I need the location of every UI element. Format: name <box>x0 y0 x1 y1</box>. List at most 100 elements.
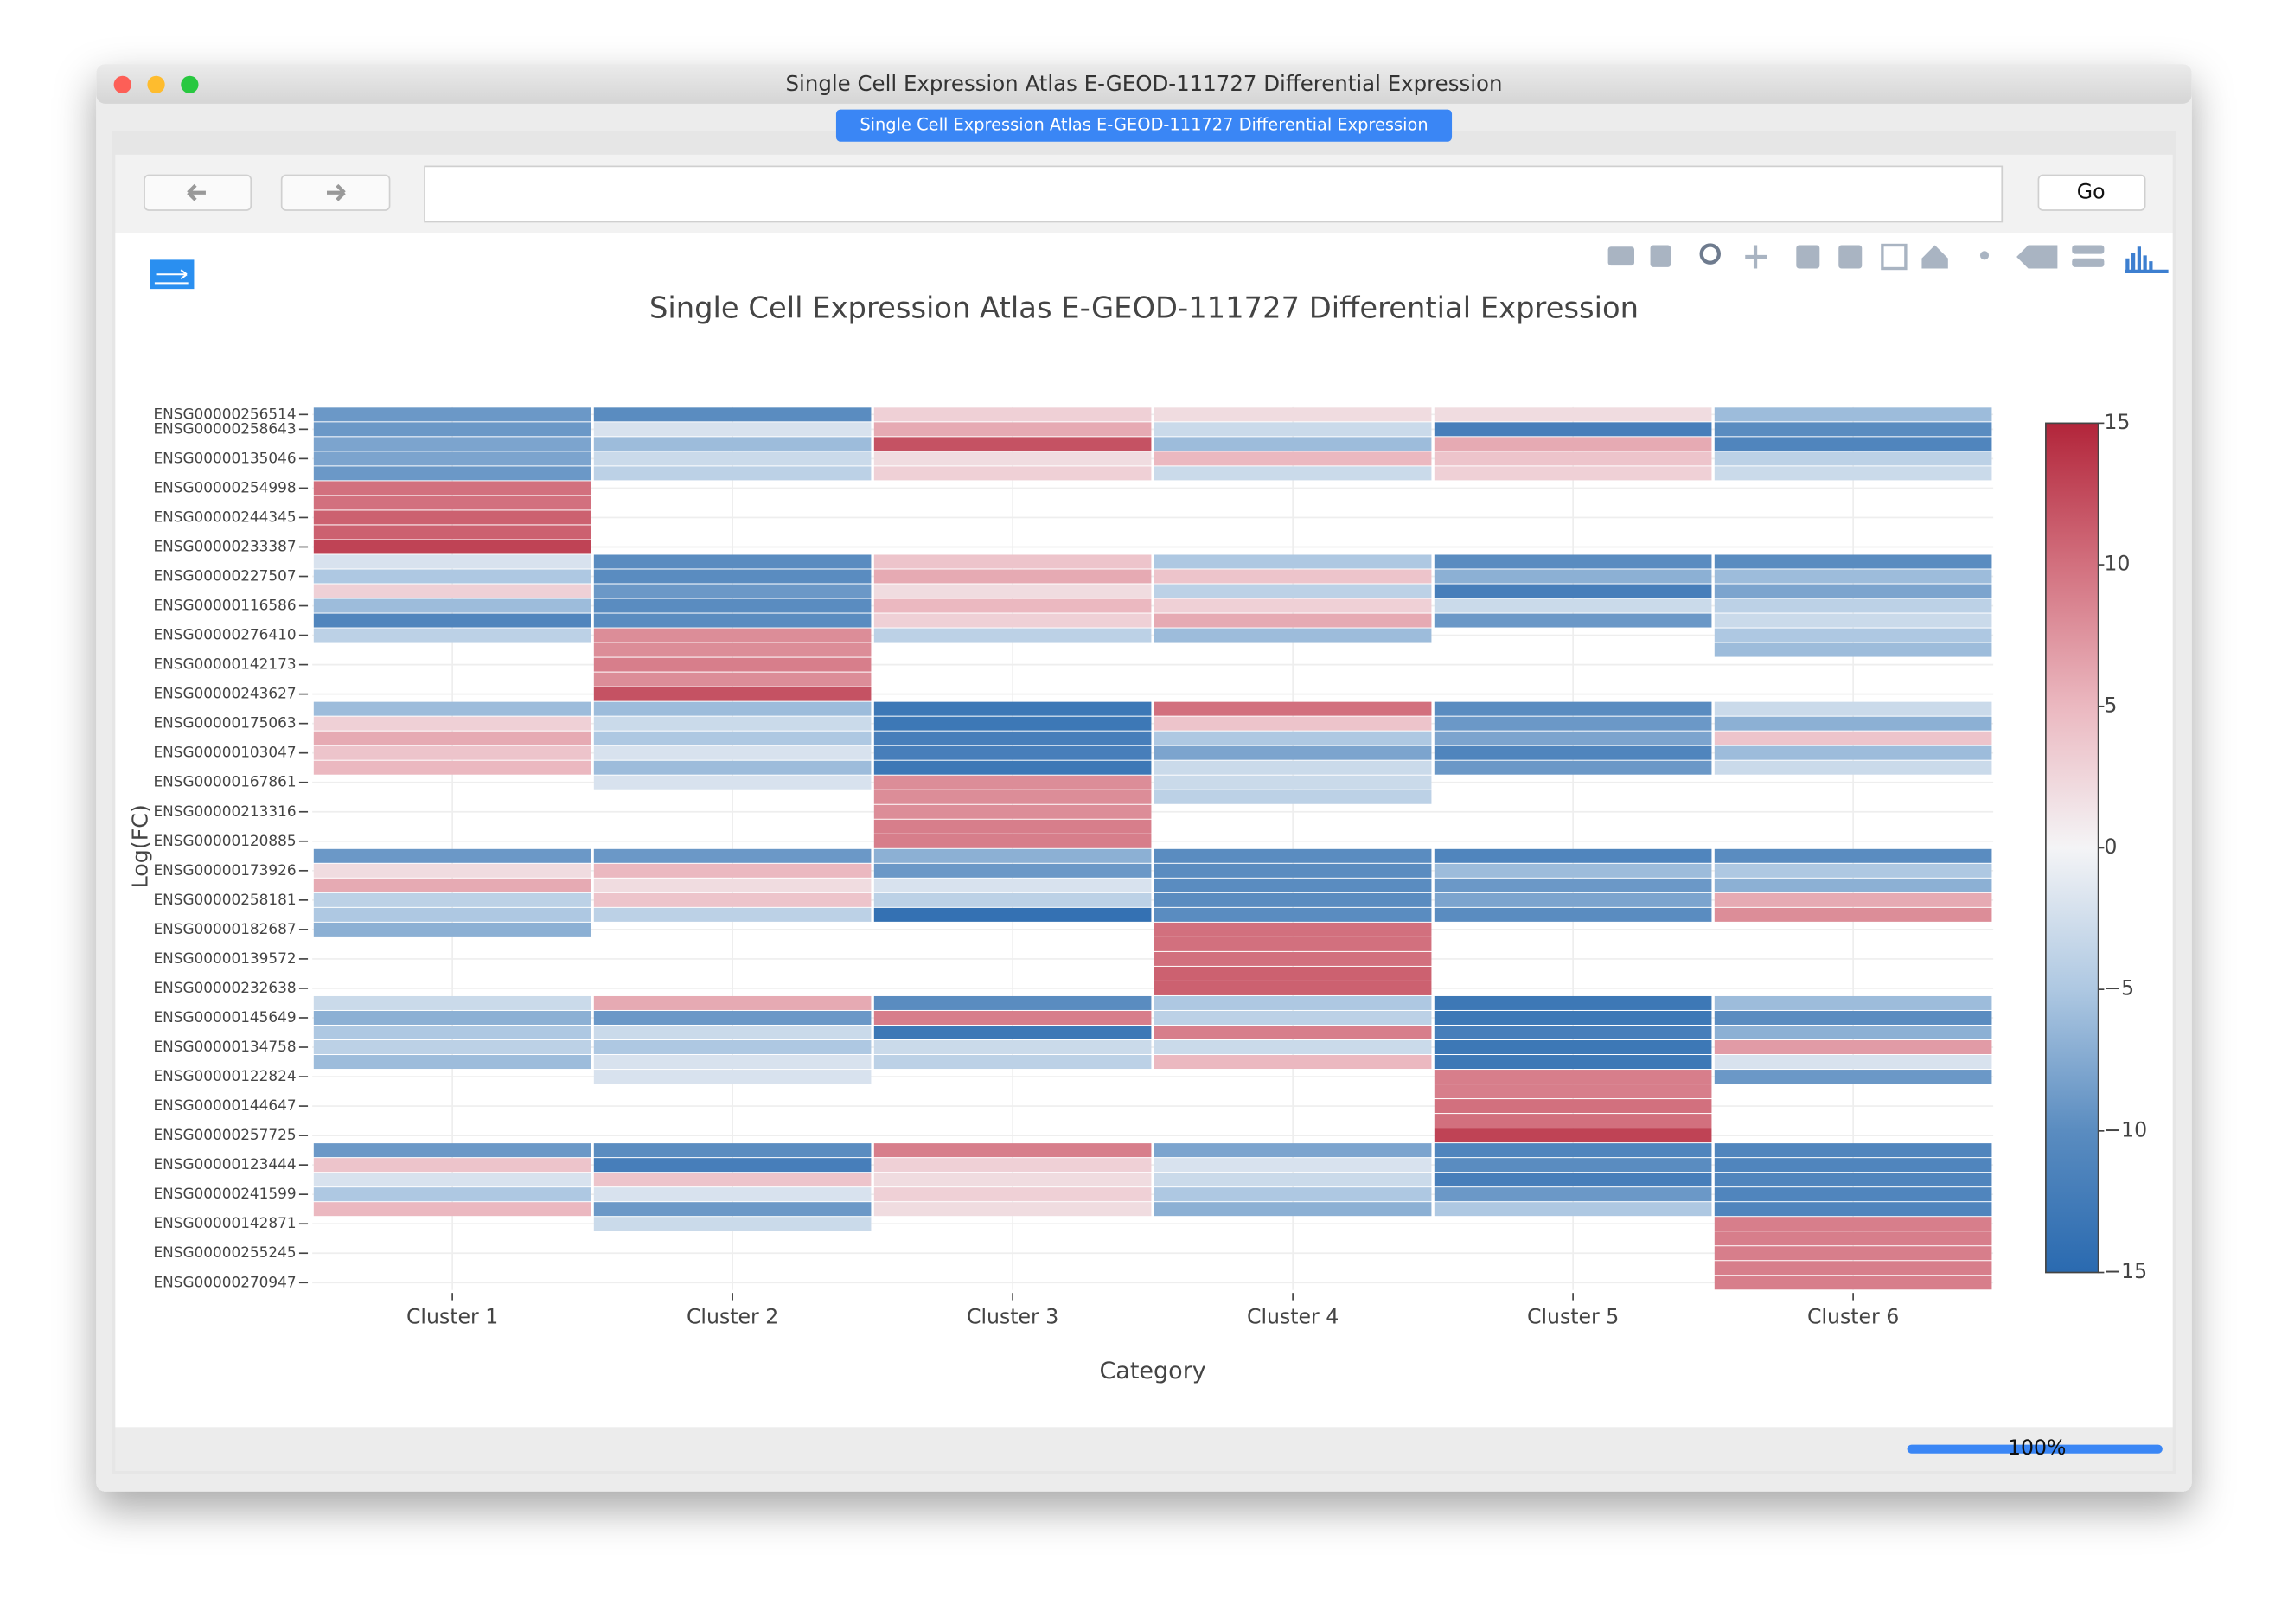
heatmap-cell <box>873 1143 1152 1158</box>
heatmap-cell <box>873 775 1152 790</box>
save-icon[interactable] <box>1650 245 1671 267</box>
heatmap-cell <box>1714 1187 1992 1202</box>
heatmap-cell <box>1714 422 1992 437</box>
heatmap-cell <box>593 657 872 672</box>
heatmap-cell <box>1714 1231 1992 1246</box>
x-tick-label: Cluster 1 <box>406 1304 498 1328</box>
heatmap-cell <box>593 569 872 584</box>
heatmap-cell <box>593 716 872 731</box>
heatmap-cell <box>313 496 591 510</box>
y-tick-label: ENSG00000123444 <box>154 1155 297 1173</box>
heatmap-cell <box>313 995 591 1010</box>
heatmap-cell <box>1714 466 1992 481</box>
heatmap-cell <box>1434 878 1712 892</box>
heatmap-cell <box>873 863 1152 878</box>
plotly-logo[interactable] <box>2125 246 2169 273</box>
heatmap-cell <box>593 613 872 628</box>
heatmap-cell <box>873 731 1152 745</box>
heatmap-cell <box>1714 437 1992 451</box>
minimize-button[interactable] <box>147 75 165 94</box>
tab[interactable] <box>835 109 1453 142</box>
heatmap-cell <box>593 687 872 701</box>
heatmap-cell <box>1434 848 1712 863</box>
heatmap-cell <box>1154 1187 1432 1202</box>
hover-compare-icon[interactable] <box>2072 245 2105 254</box>
camera-icon[interactable] <box>1607 246 1634 266</box>
heatmap-cell <box>1154 745 1432 760</box>
heatmap-cell <box>1714 569 1992 584</box>
heatmap-cell <box>1714 1025 1992 1039</box>
y-tick-label: ENSG00000241599 <box>154 1185 297 1202</box>
heatmap-cell <box>873 790 1152 804</box>
heatmap-cell <box>1434 437 1712 451</box>
heatmap-cell <box>1154 1143 1432 1158</box>
zoom-icon[interactable] <box>1699 243 1721 265</box>
heatmap-cell <box>1434 863 1712 878</box>
heatmap-cell <box>1154 437 1432 451</box>
heatmap-cell <box>1434 1187 1712 1202</box>
heatmap-cell <box>873 554 1152 569</box>
heatmap-cell <box>1154 775 1432 790</box>
heatmap-cell <box>313 701 591 716</box>
heatmap-cell <box>1434 407 1712 422</box>
heatmap-cell <box>1714 554 1992 569</box>
zoom-button[interactable] <box>181 75 199 94</box>
go-button[interactable] <box>2037 174 2146 211</box>
heatmap-cell <box>1154 701 1432 716</box>
heatmap-cell <box>313 525 591 540</box>
heatmap-cell <box>1434 1084 1712 1099</box>
x-axis-title: Category <box>1099 1358 1205 1384</box>
heatmap-cell <box>1154 466 1432 481</box>
zoom-out-icon[interactable] <box>1838 245 1863 269</box>
heatmap-cell <box>1434 1128 1712 1143</box>
heatmap-cell <box>313 451 591 466</box>
heatmap-cell <box>873 598 1152 613</box>
close-button[interactable] <box>113 75 131 94</box>
heatmap-cell <box>1434 907 1712 922</box>
pan-icon[interactable] <box>1745 245 1767 269</box>
heatmap-cell <box>1154 731 1432 745</box>
y-tick-label: ENSG00000135046 <box>154 449 297 466</box>
heatmap-cell <box>593 1143 872 1158</box>
heatmap-cell <box>313 437 591 451</box>
heatmap-cell <box>873 745 1152 760</box>
heatmap-cell <box>873 1025 1152 1039</box>
back-icon <box>187 183 206 201</box>
heatmap-cell <box>1434 1173 1712 1187</box>
heatmap-cell <box>873 407 1152 422</box>
y-tick-label: ENSG00000258181 <box>154 891 297 908</box>
heatmap-cell <box>1434 731 1712 745</box>
heatmap-cell <box>873 716 1152 731</box>
heatmap-cell <box>1434 451 1712 466</box>
heatmap-cell <box>593 1025 872 1039</box>
zoom-in-icon[interactable] <box>1796 245 1820 269</box>
reset-icon[interactable] <box>1921 245 1948 269</box>
heatmap-cell <box>593 995 872 1010</box>
url-field[interactable] <box>424 165 2004 223</box>
heatmap-cell <box>1154 863 1432 878</box>
autoscale-icon[interactable] <box>1881 243 1908 271</box>
colorbar-tick-label: −10 <box>2104 1117 2147 1141</box>
heatmap-cell <box>1154 584 1432 598</box>
heatmap-cell <box>593 598 872 613</box>
heatmap-cell <box>1714 598 1992 613</box>
heatmap-cell <box>593 466 872 481</box>
heatmap-cell <box>1714 716 1992 731</box>
heatmap-cell <box>873 451 1152 466</box>
heatmap-cell <box>313 584 591 598</box>
hover-closest-icon[interactable] <box>2016 245 2058 269</box>
heatmap-cell <box>1434 1010 1712 1025</box>
heatmap-cell <box>873 819 1152 834</box>
heatmap-cell <box>1434 466 1712 481</box>
y-tick-label: ENSG00000103047 <box>154 744 297 761</box>
hover-compare-icon-2[interactable] <box>2072 258 2105 267</box>
heatmap-cell <box>1434 716 1712 731</box>
y-tick-label: ENSG00000144647 <box>154 1097 297 1114</box>
spike-icon[interactable] <box>1979 251 1990 260</box>
heatmap-cell <box>593 907 872 922</box>
heatmap-cell <box>1154 628 1432 643</box>
heatmap-cell <box>593 672 872 687</box>
heatmap-cell <box>873 437 1152 451</box>
heatmap-cell <box>873 804 1152 819</box>
